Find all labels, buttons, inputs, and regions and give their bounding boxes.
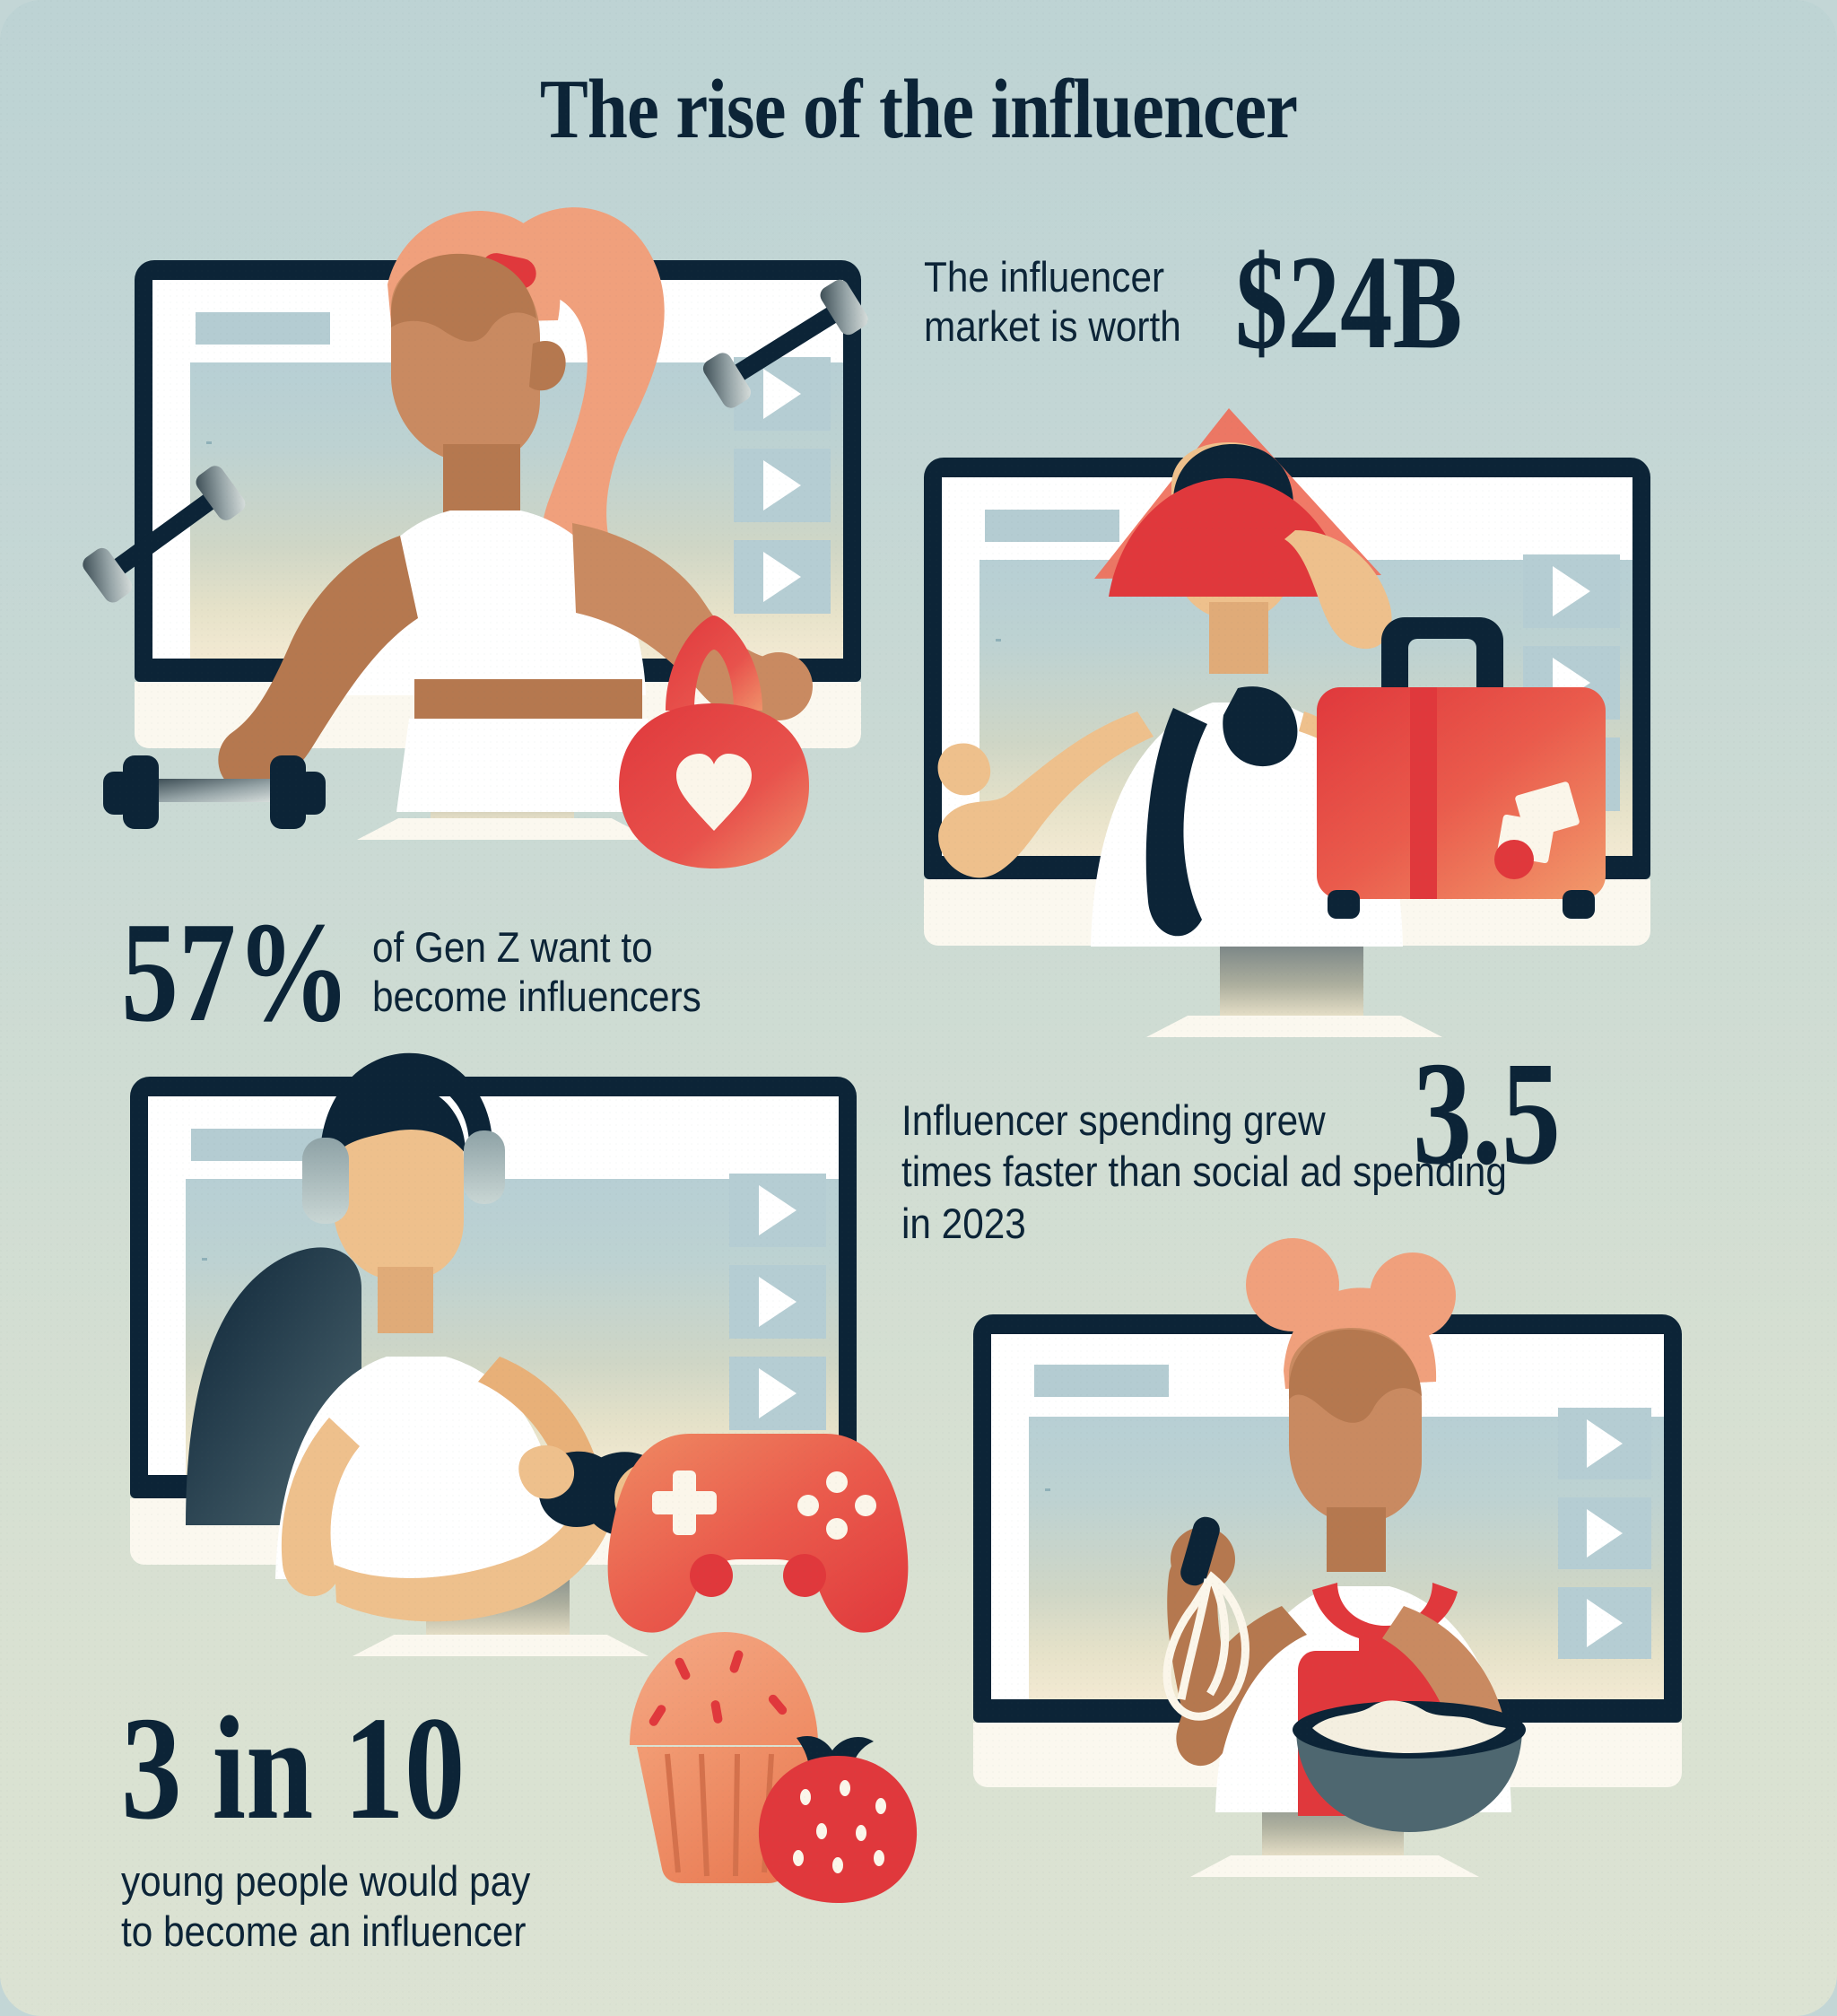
kettlebell-handle — [666, 615, 762, 711]
arm-left — [938, 711, 1154, 878]
midriff — [414, 679, 642, 720]
suitcase-sticker — [1494, 781, 1580, 879]
face-button — [855, 1495, 876, 1516]
backpack-top — [1223, 686, 1298, 767]
arm-left — [281, 1418, 360, 1597]
strawberry-seeds — [793, 1780, 886, 1873]
stat-label: The influencer market is worth — [924, 253, 1181, 350]
dumbbell-icon-small-2 — [83, 466, 246, 603]
neck — [378, 1267, 433, 1333]
kettlebell-icon — [619, 615, 809, 868]
stat-value: 3.5 — [1413, 1031, 1561, 1195]
cupcake-sprinkles — [649, 1650, 788, 1726]
neck — [443, 444, 520, 521]
dpad-vertical — [673, 1471, 696, 1535]
strawberry-icon — [758, 1735, 918, 1903]
stat-value: 57% — [121, 892, 351, 1052]
backpack-strap — [1145, 708, 1207, 937]
ear — [529, 340, 566, 391]
stat-would-pay: 3 in 10 young people would pay to become … — [121, 1686, 576, 1958]
monitor-base-gaming — [353, 1635, 649, 1656]
ponytail — [493, 207, 665, 583]
page-title: The rise of the influencer — [539, 63, 1298, 156]
t-shirt — [275, 1357, 566, 1579]
face-button — [797, 1495, 819, 1516]
stat-market-worth: The influencer market is worth $24B — [924, 228, 1527, 377]
stat-spending-growth: Influencer spending grew times faster th… — [901, 1039, 1574, 1249]
strawberry-body — [758, 1756, 918, 1903]
dumbbell-icon-small — [702, 279, 868, 408]
whisk-icon — [1162, 1516, 1249, 1721]
headphone-earcup-left — [302, 1138, 349, 1224]
forearm-over-head — [1284, 530, 1392, 650]
hair — [335, 1083, 466, 1157]
thumbstick-right — [783, 1554, 826, 1597]
video-thumbnail[interactable] — [729, 1265, 826, 1339]
stat-value: $24B — [1234, 228, 1463, 377]
face-button — [826, 1471, 848, 1493]
suitcase-foot — [1563, 890, 1595, 919]
scene-baking — [630, 1238, 1682, 1903]
monitor-base-baking — [1190, 1855, 1479, 1877]
stat-value: 3 in 10 — [121, 1686, 466, 1850]
arm-left — [218, 536, 418, 791]
face-button — [826, 1518, 848, 1540]
monitor-base-fitness — [357, 818, 653, 840]
fitness-influencer-illustration — [218, 207, 813, 812]
hand-left — [937, 743, 991, 796]
sports-top — [332, 511, 646, 695]
suitcase-icon — [1317, 617, 1606, 919]
suitcase-handle — [1381, 617, 1503, 693]
video-thumbnail-list-gaming — [729, 1174, 826, 1430]
video-thumbnail[interactable] — [1523, 554, 1620, 628]
video-thumbnail[interactable] — [1558, 1408, 1651, 1479]
controller-body — [607, 1434, 909, 1633]
scene-travel — [924, 408, 1650, 1037]
screen-title-bar-baking — [1034, 1365, 1169, 1397]
video-thumbnail[interactable] — [1558, 1497, 1651, 1569]
monitor-neck-travel — [1220, 946, 1363, 1017]
suitcase-foot — [1328, 890, 1360, 919]
batter — [1312, 1700, 1506, 1753]
headphone-earcup-right — [464, 1130, 505, 1204]
hair-front — [391, 253, 536, 342]
stat-label: Influencer spending grew times faster th… — [901, 1096, 1507, 1247]
stat-label: young people would pay to become an influ… — [121, 1856, 531, 1956]
suitcase-strap — [1410, 687, 1437, 899]
hand-left — [518, 1445, 575, 1499]
screen-title-bar-travel — [985, 510, 1119, 542]
video-thumbnail[interactable] — [1558, 1587, 1651, 1659]
neck — [1327, 1507, 1386, 1572]
video-thumbnail[interactable] — [729, 1174, 826, 1247]
video-thumbnail-list-baking — [1558, 1408, 1651, 1659]
stat-label: of Gen Z want to become influencers — [372, 922, 701, 1020]
screen-title-bar-fitness — [196, 312, 330, 345]
hair-front — [1289, 1329, 1422, 1423]
video-thumbnail[interactable] — [734, 540, 831, 614]
game-controller-icon — [607, 1434, 909, 1633]
heart-icon — [676, 754, 752, 831]
dumbbell-icon-floor — [103, 755, 326, 829]
forearm-left — [335, 1495, 614, 1622]
scene-fitness — [83, 207, 868, 868]
baking-influencer-illustration — [1162, 1238, 1526, 1832]
scene-gaming — [130, 1052, 909, 1656]
neck — [1209, 602, 1268, 674]
gaming-influencer-illustration — [186, 1052, 686, 1622]
screen-divider-baking — [1045, 1488, 1493, 1491]
shorts — [396, 719, 660, 812]
conical-hat-front — [1109, 478, 1349, 597]
thumbstick-left — [690, 1554, 733, 1597]
video-thumbnail[interactable] — [729, 1357, 826, 1430]
video-thumbnail[interactable] — [734, 449, 831, 522]
monitor-base-travel — [1146, 1016, 1442, 1037]
headphone-band — [320, 1052, 493, 1152]
stat-gen-z-want: 57% of Gen Z want to become influencers — [121, 892, 738, 1052]
